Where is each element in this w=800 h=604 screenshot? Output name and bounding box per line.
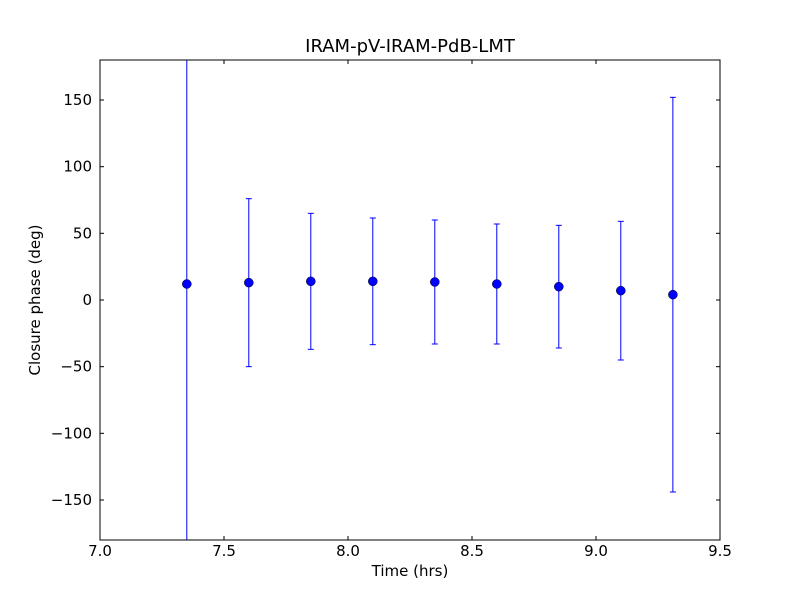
- data-point: [244, 277, 254, 288]
- x-tick-label: 7.5: [212, 542, 236, 560]
- plot-area: [182, 60, 678, 540]
- y-tick-label: −50: [60, 358, 92, 376]
- data-point: [668, 289, 678, 300]
- y-tick-label: 50: [73, 224, 92, 242]
- x-tick-label: 7.0: [88, 542, 112, 560]
- y-axis-label: Closure phase (deg): [26, 225, 44, 376]
- y-tick-label: 150: [63, 91, 92, 109]
- y-tick-label: −100: [51, 424, 92, 442]
- data-point: [616, 285, 626, 296]
- data-point: [554, 281, 564, 292]
- data-point: [306, 276, 316, 287]
- y-tick-label: 0: [82, 291, 92, 309]
- y-tick-label: −150: [51, 491, 92, 509]
- x-tick-label: 8.5: [460, 542, 484, 560]
- data-point: [368, 276, 378, 287]
- chart-title: IRAM-pV-IRAM-PdB-LMT: [305, 36, 516, 57]
- data-point: [492, 279, 502, 289]
- y-tick-label: 100: [63, 158, 92, 176]
- x-tick-label: 9.0: [584, 542, 608, 560]
- x-tick-label: 9.5: [708, 542, 732, 560]
- data-point: [430, 277, 440, 287]
- data-point: [182, 279, 192, 289]
- x-tick-label: 8.0: [336, 542, 360, 560]
- x-axis-label: Time (hrs): [371, 562, 449, 580]
